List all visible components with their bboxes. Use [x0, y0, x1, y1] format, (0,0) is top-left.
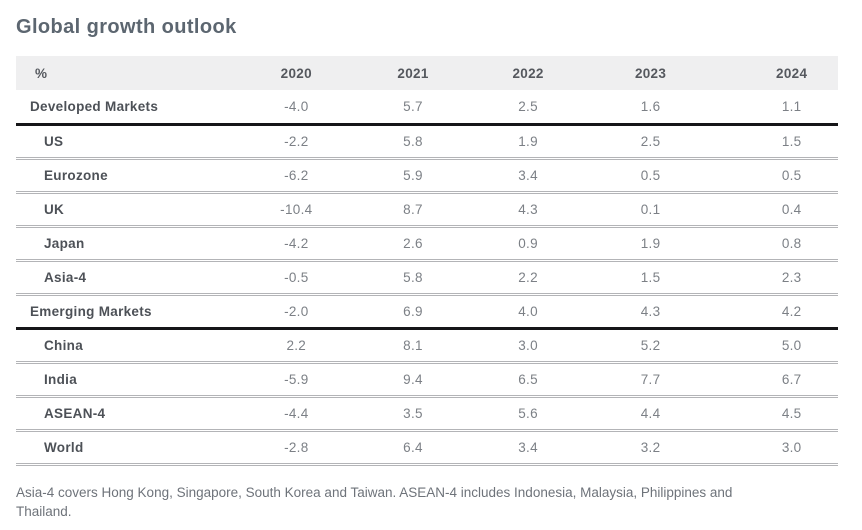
cell-2023: 1.9 — [640, 235, 661, 251]
year-header-2021: 2021 — [397, 65, 429, 81]
cell-2024: 3.0 — [781, 439, 802, 455]
cell-2021: 6.4 — [403, 439, 423, 455]
cell-2022: 4.0 — [518, 303, 538, 319]
cell-2024: 0.8 — [781, 235, 802, 251]
cell-2020: -6.2 — [284, 167, 309, 183]
year-header-2024: 2024 — [776, 65, 808, 81]
cell-2022: 5.6 — [518, 405, 538, 421]
year-header-2023: 2023 — [634, 65, 667, 81]
cell-2023: 0.1 — [640, 201, 661, 217]
cell-2021: 5.8 — [403, 133, 423, 149]
table-row-eurozone: Eurozone -6.2 5.9 3.4 0.5 0.5 — [16, 158, 838, 192]
cell-2024: 6.7 — [781, 371, 802, 387]
year-header-2020: 2020 — [280, 65, 312, 81]
cell-2023: 4.3 — [640, 303, 661, 319]
row-label: Asia-4 — [44, 269, 87, 285]
cell-2021: 5.8 — [403, 269, 423, 285]
cell-2022: 1.9 — [518, 133, 538, 149]
cell-2024: 5.0 — [781, 337, 802, 353]
cell-2023: 4.4 — [640, 405, 661, 421]
cell-2020: -10.4 — [280, 201, 313, 217]
cell-2023: 2.5 — [640, 133, 661, 149]
cell-2021: 2.6 — [403, 235, 423, 251]
cell-2024: 1.5 — [781, 133, 802, 149]
cell-2024: 1.1 — [781, 98, 802, 114]
row-label: US — [44, 133, 64, 149]
cell-2024: 0.5 — [781, 167, 802, 183]
table-row-india: India -5.9 9.4 6.5 7.7 6.7 — [16, 362, 838, 396]
cell-2021: 5.7 — [403, 98, 423, 114]
cell-2024: 0.4 — [781, 201, 802, 217]
cell-2020: -0.5 — [284, 269, 309, 285]
cell-2023: 5.2 — [640, 337, 661, 353]
cell-2024: 2.3 — [781, 269, 802, 285]
cell-2020: -2.2 — [284, 133, 309, 149]
cell-2022: 6.5 — [518, 371, 538, 387]
row-label: Emerging Markets — [30, 303, 152, 319]
cell-2020: -2.0 — [284, 303, 309, 319]
year-header-2022: 2022 — [512, 65, 544, 81]
cell-2020: 2.2 — [286, 337, 307, 353]
row-label: Eurozone — [44, 167, 108, 183]
cell-2021: 9.4 — [403, 371, 423, 387]
cell-2021: 8.1 — [403, 337, 423, 353]
table-row-asean-4: ASEAN-4 -4.4 3.5 5.6 4.4 4.5 — [16, 396, 838, 430]
row-label: India — [44, 371, 78, 387]
growth-table: % 2020 2021 2022 2023 2024 Developed Mar… — [16, 56, 838, 466]
unit-header: % — [35, 65, 48, 81]
cell-2020: -4.4 — [284, 405, 309, 421]
cell-2020: -4.0 — [284, 98, 309, 114]
cell-2021: 8.7 — [403, 201, 423, 217]
cell-2021: 5.9 — [403, 167, 423, 183]
cell-2022: 2.2 — [518, 269, 538, 285]
cell-2021: 3.5 — [403, 405, 423, 421]
row-label: UK — [44, 201, 65, 217]
row-label: Japan — [44, 235, 85, 251]
cell-2023: 1.6 — [640, 98, 661, 114]
row-label: China — [44, 337, 84, 353]
page-title: Global growth outlook — [16, 16, 237, 38]
table-row-emerging-markets: Emerging Markets -2.0 6.9 4.0 4.3 4.2 — [16, 294, 838, 328]
table-row-asia-4: Asia-4 -0.5 5.8 2.2 1.5 2.3 — [16, 260, 838, 294]
cell-2022: 3.4 — [518, 439, 538, 455]
cell-2024: 4.2 — [781, 303, 802, 319]
table-row-developed-markets: Developed Markets -4.0 5.7 2.5 1.6 1.1 — [16, 90, 838, 124]
row-label: World — [44, 439, 84, 455]
cell-2023: 7.7 — [640, 371, 661, 387]
table-row-japan: Japan -4.2 2.6 0.9 1.9 0.8 — [16, 226, 838, 260]
cell-2020: -4.2 — [284, 235, 309, 251]
row-label: ASEAN-4 — [44, 405, 106, 421]
table-header-row: % 2020 2021 2022 2023 2024 — [16, 56, 838, 90]
cell-2022: 0.9 — [518, 235, 538, 251]
cell-2023: 1.5 — [640, 269, 661, 285]
cell-2022: 4.3 — [518, 201, 538, 217]
table-row-us: US -2.2 5.8 1.9 2.5 1.5 — [16, 124, 838, 158]
table-footnote: Asia-4 covers Hong Kong, Singapore, Sout… — [16, 484, 733, 520]
table-row-world: World -2.8 6.4 3.4 3.2 3.0 — [16, 430, 838, 464]
cell-2022: 3.4 — [518, 167, 538, 183]
cell-2020: -5.9 — [284, 371, 309, 387]
cell-2023: 0.5 — [640, 167, 661, 183]
table-row-uk: UK -10.4 8.7 4.3 0.1 0.4 — [16, 192, 838, 226]
row-label: Developed Markets — [30, 98, 159, 114]
cell-2020: -2.8 — [284, 439, 309, 455]
cell-2021: 6.9 — [403, 303, 423, 319]
cell-2023: 3.2 — [640, 439, 661, 455]
cell-2022: 3.0 — [518, 337, 538, 353]
table-row-china: China 2.2 8.1 3.0 5.2 5.0 — [16, 328, 838, 362]
cell-2024: 4.5 — [781, 405, 802, 421]
cell-2022: 2.5 — [518, 98, 538, 114]
